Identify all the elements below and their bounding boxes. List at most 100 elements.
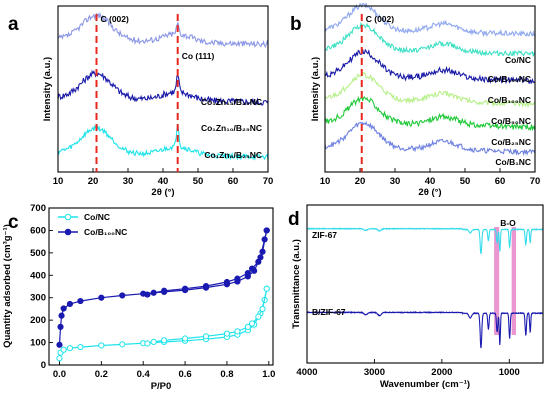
highlight-band — [494, 227, 500, 335]
series-line — [324, 22, 536, 57]
data-point — [248, 320, 256, 327]
series-label: Co/B₅₀NC — [491, 116, 531, 126]
panel-c-axes-frame — [48, 207, 274, 366]
series-label: Co₁Zn₈/B₂₅NC — [204, 150, 262, 160]
data-point — [150, 289, 157, 296]
data-point — [161, 287, 168, 294]
x-tick-label: 20 — [355, 176, 366, 187]
panel-a: a 10 20 30 40 50 60 70 2θ (°) Intensity (a.u.)… — [8, 5, 274, 198]
panel-b-x-axis-label: 2θ (°) — [418, 187, 441, 198]
reference-label: C (002) — [101, 14, 130, 24]
highlight-band — [511, 227, 517, 335]
x-tick-label: 3000 — [364, 367, 385, 378]
x-tick-label: 2000 — [431, 367, 452, 378]
y-tick-label: 200 — [30, 315, 46, 326]
panel-d-y-axis-label: Transmittance (a.u.) — [291, 239, 302, 329]
panel-c-y-axis-label: Quantity adsorbed (cm³g⁻¹) — [2, 224, 13, 348]
x-tick-label: 40 — [158, 176, 169, 187]
reference-label: Co (111) — [182, 51, 215, 61]
y-tick-label: 100 — [30, 338, 46, 349]
legend-marker — [64, 213, 72, 221]
adsorption-line — [58, 230, 268, 345]
series-line — [324, 48, 536, 85]
panel-c-letter: c — [8, 212, 19, 233]
panel-d: d 4000 3000 2000 1000 Wavenumber (cm⁻¹) Tra… — [288, 204, 544, 390]
panel-d-x-axis-label: Wavenumber (cm⁻¹) — [380, 379, 470, 390]
x-tick-label: 40 — [425, 176, 436, 187]
data-point — [234, 275, 241, 282]
data-point — [244, 269, 251, 277]
x-tick-label: 0.4 — [137, 369, 151, 380]
series-line — [57, 123, 269, 161]
data-point — [60, 305, 67, 312]
x-tick-label: 0.0 — [53, 369, 66, 380]
x-tick-label: 0.6 — [178, 369, 191, 380]
x-tick-label: 50 — [460, 176, 471, 187]
data-point — [259, 305, 266, 313]
series-label: B/ZIF-67 — [312, 307, 346, 317]
y-tick-label: 500 — [30, 248, 46, 259]
data-point — [150, 338, 157, 345]
x-tick-label: 20 — [88, 176, 99, 187]
panel-b-y-axis-label: Intensity (a.u.) — [310, 57, 321, 121]
data-point — [263, 285, 270, 292]
data-point — [56, 341, 63, 348]
data-point — [119, 292, 126, 299]
data-point — [223, 278, 231, 286]
series-label: Co₁Zn₁₃/B₂₅NC — [201, 97, 262, 107]
x-tick-label: 30 — [390, 176, 401, 187]
data-point — [181, 335, 189, 342]
legend-label: Co/NC — [84, 212, 110, 222]
data-point — [77, 343, 84, 351]
series-line — [57, 11, 269, 49]
data-point — [255, 313, 262, 320]
data-point — [56, 355, 63, 362]
y-tick-label: 700 — [30, 203, 46, 214]
data-point — [144, 291, 151, 298]
legend-marker — [64, 228, 72, 236]
y-tick-label: 400 — [30, 270, 46, 281]
x-tick-label: 60 — [495, 176, 506, 187]
spectrum-line — [306, 310, 544, 349]
data-point — [161, 337, 168, 344]
data-point — [66, 300, 74, 308]
y-tick-label: 0 — [41, 360, 46, 371]
x-tick-label: 1000 — [499, 367, 520, 378]
data-point — [234, 328, 241, 335]
data-point — [263, 227, 270, 234]
data-point — [144, 340, 151, 347]
data-point — [57, 323, 64, 330]
panel-a-letter: a — [8, 14, 19, 35]
panel-d-bo-label: B-O — [500, 218, 516, 228]
x-tick-label: 70 — [263, 176, 274, 187]
series-line — [324, 72, 536, 109]
data-point — [255, 258, 262, 265]
y-tick-label: 300 — [30, 293, 46, 304]
panel-b: b 10 20 30 40 50 60 70 2θ (°) Intensity (a.u.)… — [290, 2, 541, 198]
data-point — [98, 342, 105, 349]
panel-a-x-axis-label: 2θ (°) — [151, 187, 174, 198]
series-label: Co/B₁₀₀NC — [488, 95, 531, 105]
series-label: Co/B₁NC — [495, 157, 531, 167]
x-tick-label: 10 — [53, 176, 64, 187]
data-point — [259, 248, 266, 255]
x-tick-label: 70 — [530, 176, 541, 187]
panel-c: c 0 100 200 300 400 500 600 700 0.0 0.2 0.4 0.6 0.8… — [2, 203, 275, 392]
data-point — [58, 312, 65, 319]
panel-a-y-axis-label: Intensity (a.u.) — [42, 57, 53, 121]
x-tick-label: 60 — [228, 176, 239, 187]
x-tick-label: 0.8 — [220, 369, 233, 380]
data-point — [98, 294, 105, 301]
series-line — [324, 121, 536, 157]
x-tick-label: 10 — [320, 176, 331, 187]
y-tick-label: 600 — [30, 225, 46, 236]
data-point — [202, 282, 210, 290]
x-tick-label: 0.2 — [95, 369, 108, 380]
series-line — [324, 2, 536, 38]
x-tick-label: 1.0 — [262, 369, 275, 380]
series-label: Co₁Zn₁₀/B₂₅NC — [201, 123, 262, 133]
data-point — [181, 285, 189, 292]
data-point — [66, 345, 74, 352]
panel-a-axes-frame — [57, 5, 269, 173]
